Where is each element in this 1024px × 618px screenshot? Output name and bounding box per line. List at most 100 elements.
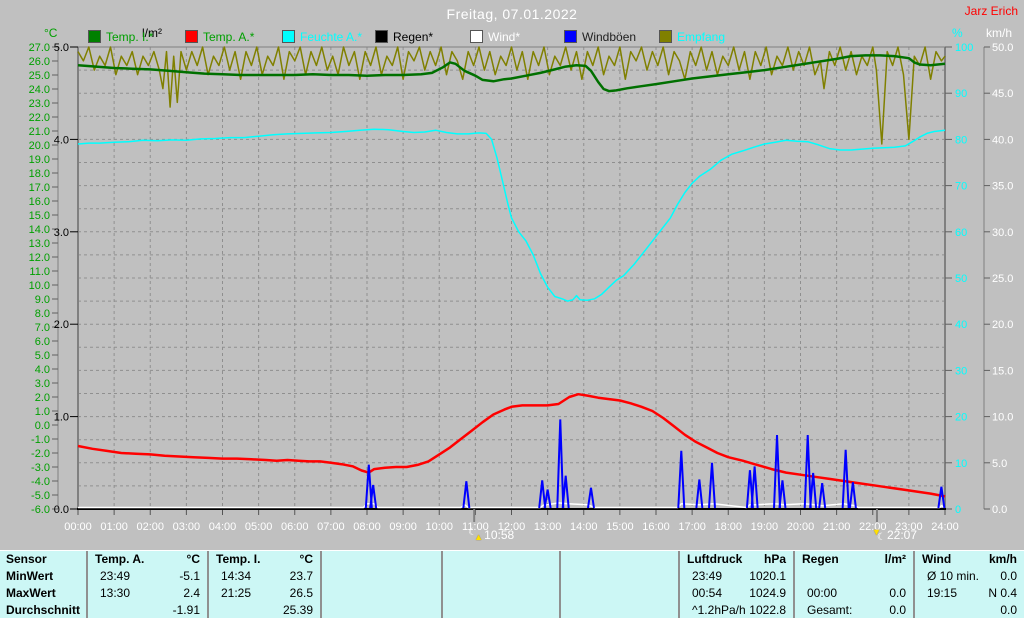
- table-column-regen: Regen l/m² 00:00 0.0 Gesamt: 0.0: [793, 551, 913, 618]
- table-row-label: MaxWert: [6, 586, 56, 600]
- wind-gust-spike: [586, 487, 595, 509]
- wind-gust-spike: [818, 483, 827, 509]
- celsius-tick-label: 23.0: [29, 98, 50, 110]
- celsius-tick-label: 10.0: [29, 280, 50, 292]
- time-tick-label: 05:00: [245, 521, 273, 533]
- rain-tick-label: 1.0: [54, 412, 69, 424]
- time-tick-label: 17:00: [678, 521, 706, 533]
- wind-gust-spike: [677, 450, 686, 509]
- celsius-tick-label: 5.0: [35, 350, 50, 362]
- table-cell-row: Gesamt: 0.0: [807, 603, 906, 617]
- stats-table: Sensor MinWert MaxWert Durchschnitt Temp. A.…: [0, 550, 1024, 618]
- wind-gust-spike: [695, 479, 704, 509]
- kmh-tick-label: 35.0: [992, 181, 1013, 193]
- humidity-tick-label: 20: [955, 412, 967, 424]
- humidity-tick-label: 80: [955, 134, 967, 146]
- table-column-tempi: Temp. I. °C 14:34 23.7 21:25 26.5 25.39: [207, 551, 320, 618]
- kmh-tick-label: 25.0: [992, 273, 1013, 285]
- table-rowlabel-column: Sensor MinWert MaxWert Durchschnitt: [0, 551, 86, 618]
- time-tick-label: 08:00: [353, 521, 381, 533]
- wind-gust-spike: [369, 484, 378, 509]
- series-feuchtea: [77, 128, 946, 302]
- table-row-label: Sensor: [6, 552, 47, 566]
- legend-label: Temp. I.*: [106, 29, 154, 44]
- celsius-tick-label: 25.0: [29, 70, 50, 82]
- table-column-header: Wind km/h: [922, 552, 1017, 566]
- moonset-time: 22:07: [886, 528, 917, 542]
- celsius-tick-label: 3.0: [35, 378, 50, 390]
- time-tick-label: 18:00: [714, 521, 742, 533]
- legend-label: Empfang: [677, 29, 726, 44]
- legend-item: Feuchte A.*: [282, 29, 363, 44]
- time-tick-label: 22:00: [859, 521, 887, 533]
- humidity-tick-label: 60: [955, 227, 967, 239]
- legend-label: Regen*: [393, 29, 434, 44]
- celsius-tick-label: 26.0: [29, 56, 50, 68]
- table-cell-row: [795, 568, 913, 585]
- legend-item: Regen*: [375, 29, 434, 44]
- wind-gust-spike: [364, 464, 373, 509]
- series-tempa: [77, 392, 946, 498]
- wind-gust-spike: [848, 482, 857, 509]
- wind-gust-spike: [750, 466, 759, 509]
- table-column-empty: [559, 551, 678, 618]
- table-cell-row: [322, 585, 441, 602]
- time-tick-label: 09:00: [389, 521, 417, 533]
- table-cell-row: [443, 602, 559, 618]
- page-title: Freitag, 07.01.2022: [446, 6, 578, 22]
- table-cell-row: 25.39: [282, 603, 313, 617]
- kmh-tick-label: 40.0: [992, 134, 1013, 146]
- rain-tick-label: 0.0: [54, 504, 69, 516]
- wind-gust-spike: [937, 486, 946, 509]
- legend-label: Windböen: [582, 29, 637, 44]
- rain-tick-label: 5.0: [54, 42, 69, 54]
- legend-item: Empfang: [659, 29, 726, 44]
- table-cell-row: 13:30 2.4: [100, 586, 200, 600]
- table-column-luftdruck: Luftdruck hPa 23:49 1020.1 00:54 1024.9 ^1.2hP…: [678, 551, 793, 618]
- celsius-tick-label: 13.0: [29, 238, 50, 250]
- series-wind: [78, 502, 946, 509]
- celsius-tick-label: 7.0: [35, 322, 50, 334]
- table-cell-row: 00:00 0.0: [807, 586, 906, 600]
- wind-gust-spike: [803, 435, 812, 509]
- table-cell-row: [561, 568, 678, 585]
- celsius-tick-label: 8.0: [35, 308, 50, 320]
- celsius-tick-label: 24.0: [29, 84, 50, 96]
- kmh-tick-label: 0.0: [992, 504, 1007, 516]
- time-tick-label: 14:00: [570, 521, 598, 533]
- series-tempi: [77, 54, 946, 93]
- celsius-tick-label: 4.0: [35, 364, 50, 376]
- table-cell-row: [322, 602, 441, 618]
- kmh-tick-label: 20.0: [992, 319, 1013, 331]
- time-tick-label: 21:00: [823, 521, 851, 533]
- humidity-tick-label: 100: [955, 42, 973, 54]
- celsius-tick-label: 2.0: [35, 392, 50, 404]
- time-tick-label: 24:00: [931, 521, 959, 533]
- moonset-marker: ☾ ▼ 22:07: [871, 528, 917, 543]
- time-tick-label: 04:00: [209, 521, 237, 533]
- time-tick-label: 11:00: [462, 521, 489, 533]
- legend-swatch-icon: [564, 30, 577, 43]
- legend-label: Feuchte A.*: [300, 29, 363, 44]
- time-tick-label: 07:00: [317, 521, 345, 533]
- time-tick-label: 12:00: [498, 521, 526, 533]
- axis-unit-rain: l/m²: [142, 26, 162, 40]
- celsius-tick-label: -3.0: [31, 462, 50, 474]
- wind-gust-spike: [543, 489, 552, 509]
- wind-gust-spike: [809, 472, 818, 509]
- table-column-wind: Wind km/h Ø 10 min. 0.0 19:15 N 0.4 0.0: [913, 551, 1024, 618]
- celsius-tick-label: -5.0: [31, 490, 50, 502]
- time-tick-label: 15:00: [606, 521, 634, 533]
- table-cell-row: 23:49 -5.1: [100, 569, 200, 583]
- celsius-tick-label: 11.0: [29, 266, 50, 278]
- rain-tick-label: 4.0: [54, 134, 69, 146]
- wind-gust-spike: [778, 480, 787, 509]
- celsius-tick-label: 18.0: [29, 168, 50, 180]
- table-column-header: [443, 551, 559, 568]
- table-cell-row: [561, 602, 678, 618]
- time-tick-label: 02:00: [136, 521, 164, 533]
- time-tick-label: 10:00: [425, 521, 453, 533]
- table-cell-row: [443, 585, 559, 602]
- celsius-tick-label: 9.0: [35, 294, 50, 306]
- celsius-tick-label: 15.0: [29, 210, 50, 222]
